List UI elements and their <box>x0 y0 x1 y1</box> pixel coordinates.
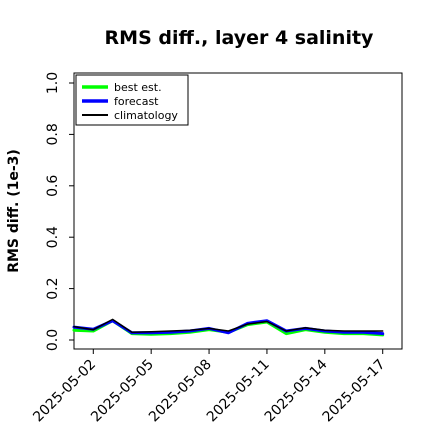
chart-title: RMS diff., layer 4 salinity <box>105 27 375 49</box>
x-tick-label: 2025-05-17 <box>320 357 389 426</box>
y-tick-label: 0.8 <box>45 123 61 145</box>
y-axis-ticks: 0.0 0.2 0.4 0.6 0.8 1.0 <box>45 72 74 351</box>
y-tick-label: 0.6 <box>45 175 61 197</box>
y-tick-label: 0.2 <box>45 277 61 299</box>
y-tick-label: 0.4 <box>45 226 61 248</box>
legend-label: best est. <box>114 81 162 94</box>
legend-label: forecast <box>114 95 159 108</box>
plot-area-frame <box>73 72 403 350</box>
x-axis-ticks: 2025-05-022025-05-052025-05-082025-05-11… <box>30 349 389 426</box>
series-lines <box>72 318 385 337</box>
series-line-climatology <box>73 318 384 334</box>
y-axis-label: RMS diff. (1e-3) <box>6 149 22 273</box>
y-tick-label: 0.0 <box>45 329 61 351</box>
y-tick-label: 1.0 <box>45 72 61 94</box>
legend-label: climatology <box>114 109 178 122</box>
